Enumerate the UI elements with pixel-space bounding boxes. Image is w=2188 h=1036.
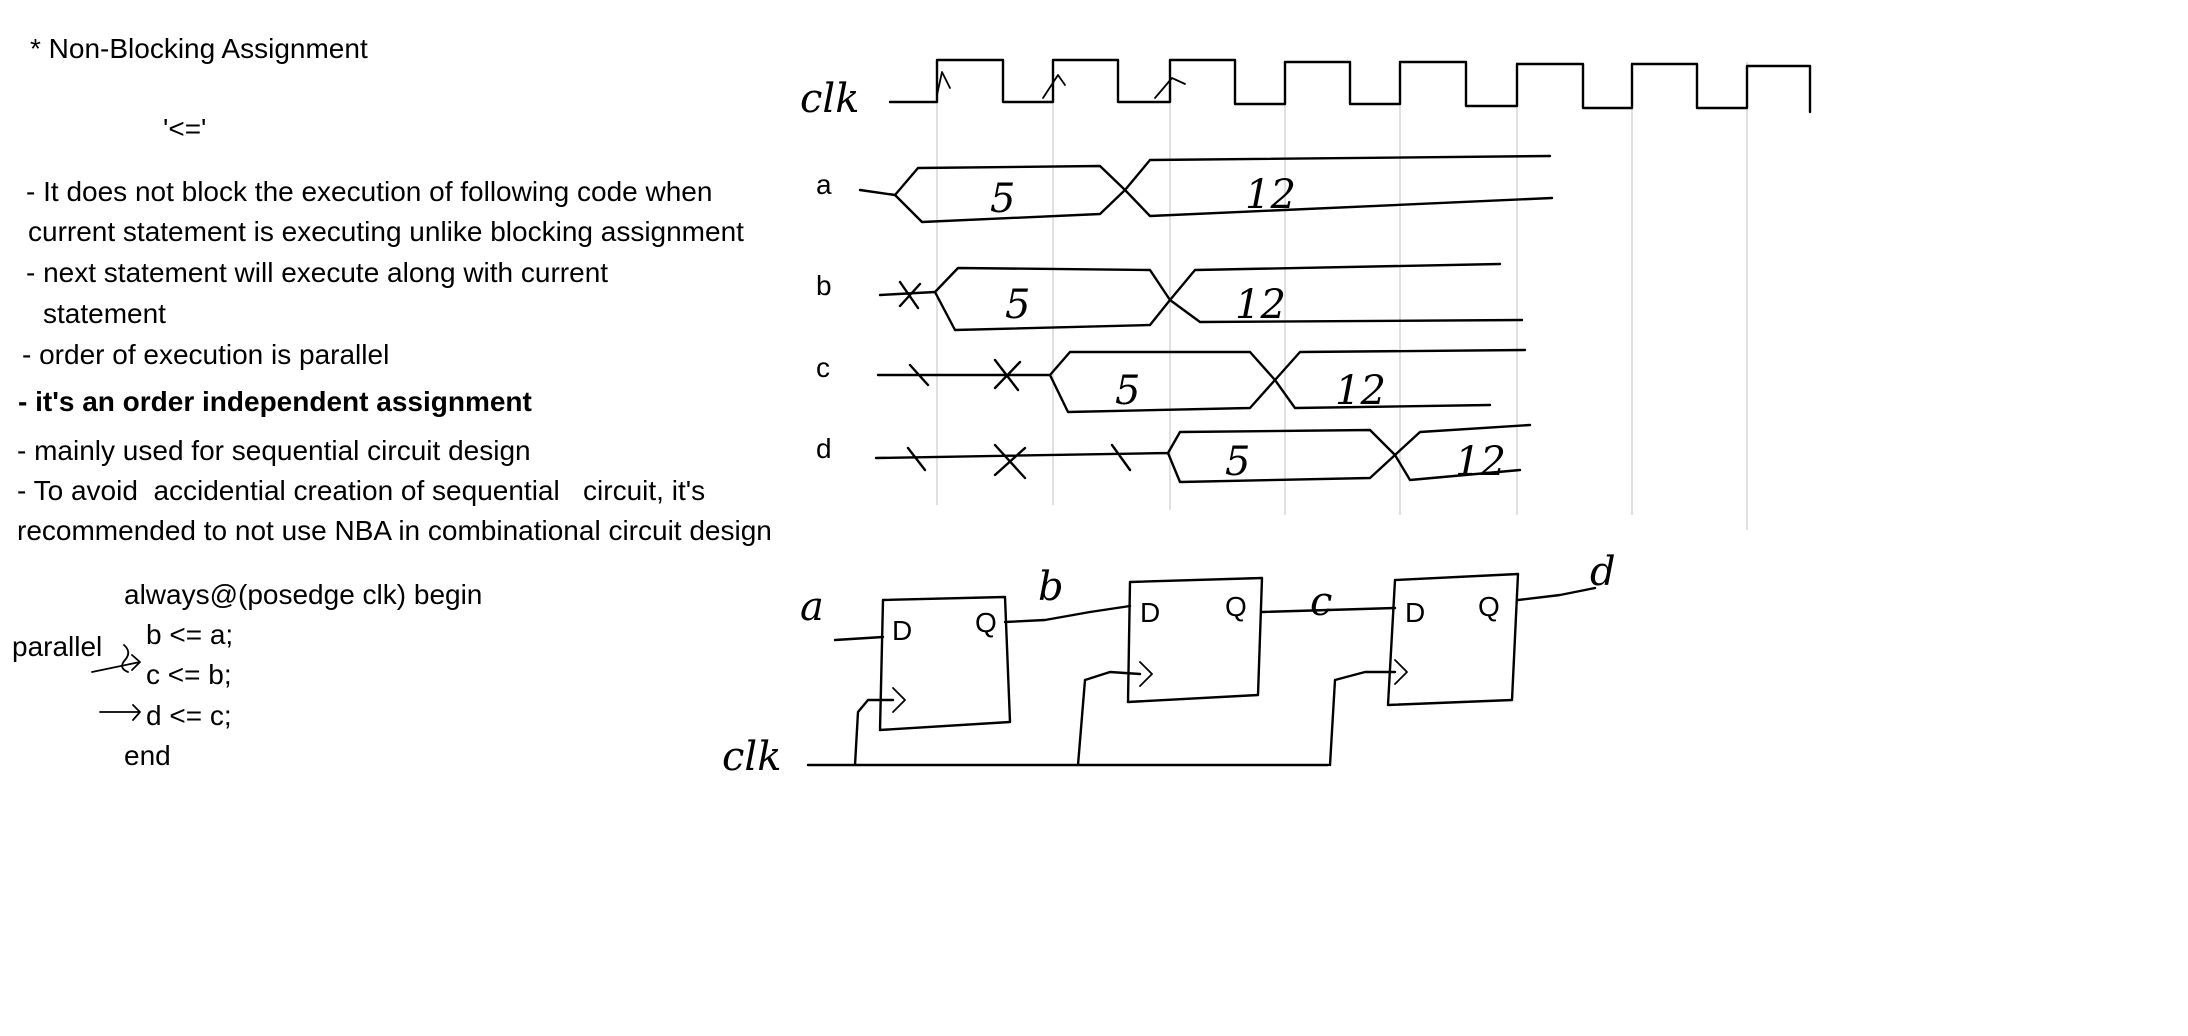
code-line-b: b <= a; (146, 619, 234, 650)
code-line-c: c <= b; (146, 659, 232, 690)
posedge-arrow-2 (1042, 74, 1066, 99)
bullet-4: - it's an order independent assignment (18, 386, 532, 417)
signal-label-b: b (816, 270, 832, 301)
parallel-arrow-2 (99, 704, 141, 721)
signal-d-bus (874, 423, 1532, 484)
flipflop-2: D Q (1126, 576, 1264, 704)
operator-symbol: '<=' (163, 113, 207, 144)
circuit-clk-label: clk (722, 734, 781, 780)
signal-label-d: d (816, 433, 832, 464)
flipflop-1-q-pin: Q (975, 607, 997, 638)
code-line-d: d <= c; (146, 700, 232, 731)
signal-b-bus (878, 262, 1524, 332)
signal-a-value-2: 12 (1245, 172, 1296, 218)
clock-waveform (888, 58, 1812, 114)
circuit-input-a-label: a (800, 584, 824, 630)
flipflop-3-q-pin: Q (1478, 591, 1500, 622)
signal-a-value-1: 5 (990, 176, 1015, 222)
flipflop-3: D Q (1386, 572, 1520, 707)
parallel-curl (121, 644, 130, 673)
page-title: * Non-Blocking Assignment (30, 33, 368, 64)
timing-clk-label: clk (800, 76, 859, 122)
signal-b-value-2: 12 (1235, 282, 1286, 328)
bullet-1-line-1: - It does not block the execution of fol… (26, 176, 713, 207)
signal-d-value-2: 12 (1455, 439, 1506, 485)
signal-c-value-1: 5 (1115, 368, 1140, 414)
flipflop-3-d-pin: D (1405, 597, 1425, 628)
parallel-note: parallel (12, 631, 103, 662)
circuit-wires (806, 586, 1597, 767)
bullet-3: - order of execution is parallel (22, 339, 390, 370)
circuit-wire-c-label: c (1310, 579, 1332, 625)
signal-label-c: c (816, 352, 830, 383)
bullet-2-line-1: - next statement will execute along with… (26, 257, 609, 288)
signal-a-bus (858, 154, 1554, 224)
bullet-2-line-2: statement (43, 298, 166, 329)
flipflop-2-d-pin: D (1140, 597, 1160, 628)
signal-c-value-2: 12 (1335, 368, 1386, 414)
signal-d-value-1: 5 (1225, 439, 1250, 485)
posedge-arrow-1 (936, 71, 951, 96)
circuit-wire-b-label: b (1038, 564, 1064, 610)
bullet-1-line-2: current statement is executing unlike bl… (28, 216, 744, 247)
flipflop-1: D Q (878, 595, 1012, 732)
parallel-arrow-1 (91, 654, 141, 673)
flipflop-2-q-pin: Q (1225, 591, 1247, 622)
bullet-5: - mainly used for sequential circuit des… (17, 435, 531, 466)
code-line-end: end (124, 740, 171, 771)
bullet-6-line-1: - To avoid accidential creation of seque… (17, 475, 706, 506)
flipflop-1-d-pin: D (892, 615, 912, 646)
signal-c-bus (876, 348, 1527, 414)
signal-b-value-1: 5 (1005, 282, 1030, 328)
signal-label-a: a (816, 169, 832, 200)
posedge-arrow-3 (1154, 77, 1186, 99)
code-line-always: always@(posedge clk) begin (124, 579, 483, 610)
timing-grid (936, 62, 1748, 530)
bullet-6-line-2: recommended to not use NBA in combinatio… (17, 515, 772, 546)
